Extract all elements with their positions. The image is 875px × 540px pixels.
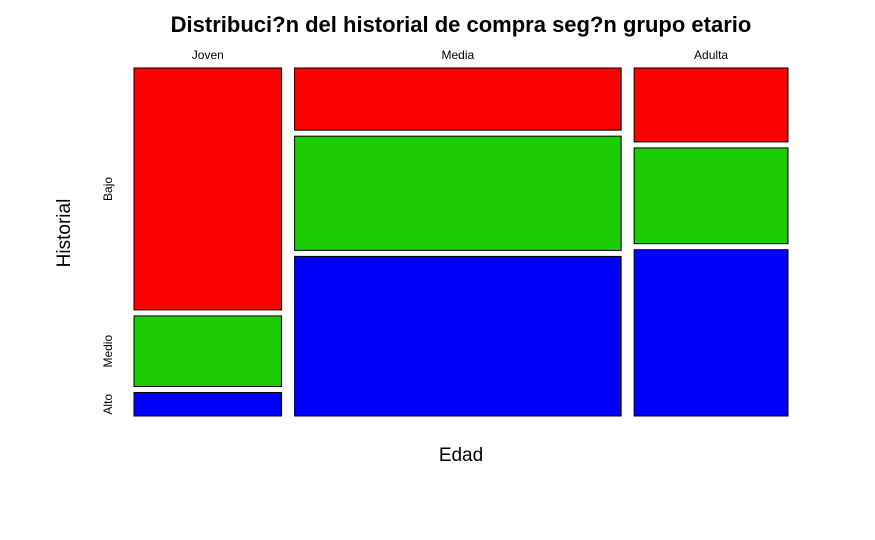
- cell-adulta-bajo: [633, 67, 789, 143]
- column-label-media: Media: [442, 48, 475, 62]
- row-label-medio: Medio: [101, 335, 115, 368]
- chart-title: Distribuci?n del historial de compra seg…: [171, 12, 752, 37]
- cell-adulta-medio: [633, 147, 789, 245]
- column-labels: Joven Media Adulta: [192, 48, 729, 62]
- cell-adulta-alto: [633, 249, 789, 417]
- column-label-adulta: Adulta: [694, 48, 728, 62]
- cell-joven-alto: [133, 391, 283, 417]
- cell-joven-bajo: [133, 67, 283, 311]
- column-label-joven: Joven: [192, 48, 224, 62]
- x-axis-title: Edad: [439, 445, 483, 466]
- y-axis-title: Historial: [54, 199, 75, 268]
- cell-joven-medio: [133, 315, 283, 387]
- mosaic-cells: [133, 67, 789, 417]
- row-labels: Bajo Medio Alto: [101, 177, 115, 415]
- cell-media-alto: [294, 255, 622, 417]
- cell-media-medio: [294, 135, 622, 251]
- cell-media-bajo: [294, 67, 622, 131]
- row-label-bajo: Bajo: [101, 177, 115, 201]
- row-label-alto: Alto: [101, 394, 115, 415]
